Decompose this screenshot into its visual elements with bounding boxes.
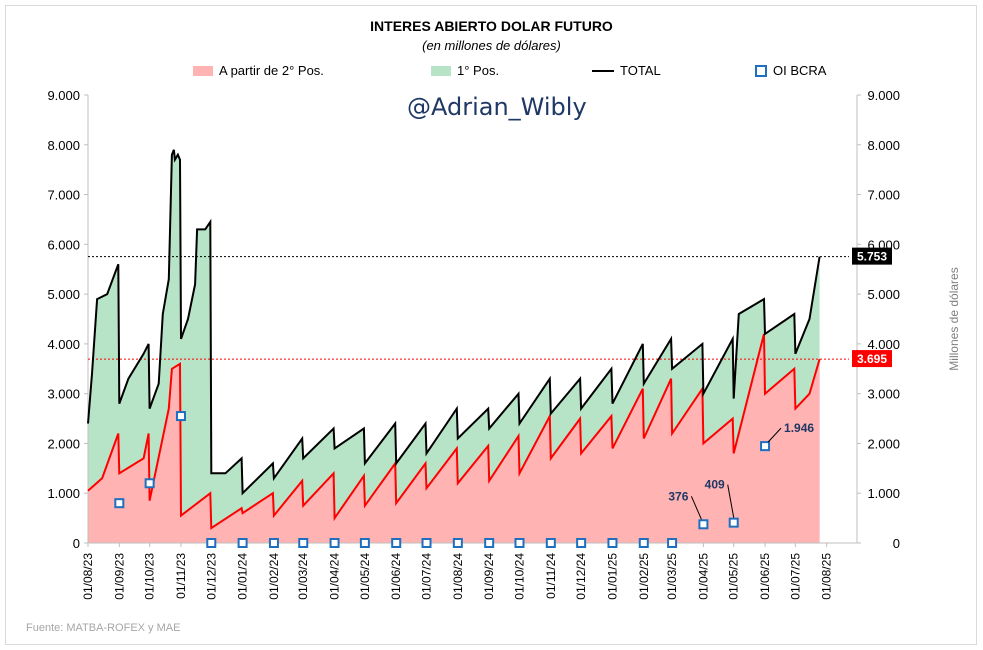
bcra-marker: [206, 538, 217, 548]
y-axis-label-right: Millones de dólares: [947, 267, 961, 370]
annotation-label: 1.946: [784, 421, 814, 435]
bcra-marker: [514, 538, 525, 548]
legend-label-first: 1° Pos.: [457, 63, 500, 78]
legend-swatch-first: [431, 65, 451, 76]
y-tick-label-left: 5.000: [47, 287, 80, 302]
y-tick-label-left: 1.000: [47, 486, 80, 501]
legend-item-bcra: OI BCRA: [755, 63, 826, 78]
x-tick-label: 01/10/23: [143, 553, 157, 600]
x-tick-label: 01/04/25: [696, 553, 710, 600]
x-tick-label: 01/05/25: [727, 553, 741, 600]
bcra-marker: [421, 538, 432, 548]
x-tick-label: 01/03/24: [296, 553, 310, 600]
y-tick-label-left: 0: [73, 536, 80, 551]
legend-item-second: A partir de 2° Pos.: [193, 63, 324, 78]
bcra-marker: [175, 411, 186, 422]
x-tick-label: 01/12/24: [574, 553, 588, 600]
legend-swatch-bcra: [755, 64, 767, 77]
x-tick-label: 01/03/25: [665, 553, 679, 600]
line-second-position: [87, 333, 821, 530]
bcra-marker: [667, 538, 678, 548]
x-tick-label: 01/01/25: [606, 553, 620, 600]
annotation-leader: [767, 427, 782, 443]
source-note: Fuente: MATBA-ROFEX y MAE: [26, 622, 181, 634]
x-tick-label: 01/11/24: [544, 553, 558, 599]
bcra-marker: [237, 538, 248, 548]
bcra-marker: [144, 478, 155, 489]
y-tick-label-right: 4.000: [867, 337, 900, 352]
legend-item-first: 1° Pos.: [431, 63, 499, 78]
annotation-label: 409: [705, 478, 725, 492]
x-tick-label: 01/08/24: [451, 553, 465, 600]
x-tick-label: 01/07/25: [788, 553, 802, 600]
area-second-position: [88, 333, 820, 543]
y-tick-label-right: 5.000: [867, 287, 900, 302]
value-total-label: 5.753: [857, 250, 887, 264]
bcra-marker: [359, 538, 370, 548]
x-tick-label: 01/06/25: [758, 553, 772, 600]
y-tick-label-left: 7.000: [47, 188, 80, 203]
legend-swatch-total: [592, 69, 614, 72]
legend-label-total: TOTAL: [620, 63, 661, 78]
annotation-label: 376: [668, 489, 688, 503]
x-tick-label: 01/12/23: [204, 553, 218, 600]
y-tick-label-left: 8.000: [47, 138, 80, 153]
y-tick-label-left: 6.000: [47, 237, 80, 252]
legend-item-total: TOTAL: [592, 63, 661, 78]
x-tick-label: 01/04/24: [328, 553, 342, 600]
value-second-box: [852, 350, 892, 368]
y-tick-label-right: 8.000: [867, 138, 900, 153]
y-tick-label-left: 2.000: [47, 436, 80, 451]
value-second-label: 3.695: [857, 352, 887, 366]
legend: A partir de 2° Pos. 1° Pos. TOTAL OI BCR…: [0, 63, 983, 81]
bcra-marker: [298, 538, 309, 548]
x-tick-label: 01/01/24: [236, 553, 250, 600]
watermark: @Adrian_Wibly: [407, 93, 587, 121]
y-tick-label-left: 3.000: [47, 387, 80, 402]
y-tick-label-left: 4.000: [47, 337, 80, 352]
bcra-marker: [760, 441, 771, 452]
legend-label-second: A partir de 2° Pos.: [219, 63, 324, 78]
x-tick-label: 01/07/24: [420, 553, 434, 600]
bcra-marker: [329, 538, 340, 548]
x-tick-label: 01/08/25: [820, 553, 834, 600]
bcra-marker: [452, 538, 463, 548]
chart-frame: [5, 5, 977, 645]
annotation-leader: [690, 496, 702, 520]
bcra-marker: [391, 538, 402, 548]
y-tick-label-right: 1.000: [867, 486, 900, 501]
y-tick-label-right: 2.000: [867, 436, 900, 451]
legend-label-bcra: OI BCRA: [773, 63, 827, 78]
chart-subtitle: (en millones de dólares): [422, 38, 561, 53]
x-tick-label: 01/06/24: [389, 553, 403, 600]
y-tick-label-right: 7.000: [867, 188, 900, 203]
y-tick-label-right: 3.000: [867, 387, 900, 402]
chart-title: INTERES ABIERTO DOLAR FUTURO: [370, 18, 613, 34]
bcra-marker: [728, 517, 739, 528]
x-tick-label: 01/10/24: [513, 553, 527, 600]
x-tick-label: 01/09/24: [482, 553, 496, 600]
annotation-leader: [727, 484, 735, 518]
bcra-marker: [268, 538, 279, 548]
y-tick-label-right: 9.000: [867, 88, 900, 103]
y-tick-label-right: 0: [893, 536, 900, 551]
bcra-marker: [484, 538, 495, 548]
bcra-marker: [607, 538, 618, 548]
y-tick-label-left: 9.000: [47, 88, 80, 103]
bcra-marker: [576, 538, 587, 548]
x-tick-label: 01/02/25: [637, 553, 651, 600]
bcra-marker: [114, 498, 125, 509]
x-tick-label: 01/11/23: [174, 553, 188, 599]
bcra-marker: [545, 538, 556, 548]
line-total: [87, 149, 821, 496]
x-tick-label: 01/08/23: [81, 553, 95, 600]
bcra-marker: [638, 538, 649, 548]
bcra-marker: [698, 519, 709, 530]
legend-swatch-second: [193, 65, 213, 76]
x-tick-label: 01/02/24: [267, 553, 281, 600]
x-tick-label: 01/05/24: [358, 553, 372, 600]
x-tick-label: 01/09/23: [112, 553, 126, 600]
value-total-box: [852, 247, 892, 265]
